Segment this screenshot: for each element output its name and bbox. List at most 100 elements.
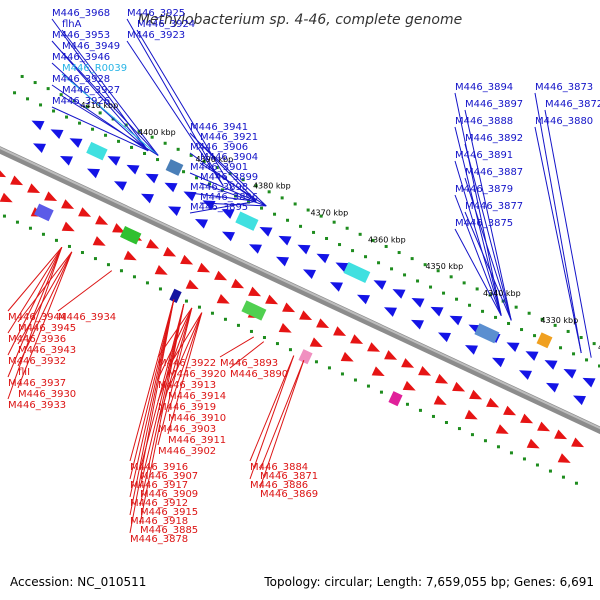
bottom-gene-leader-line (167, 312, 203, 413)
tick-mark-row-1 (221, 188, 225, 192)
tick-mark-row-1 (65, 115, 69, 119)
reverse-feature-block (298, 349, 313, 365)
forward-gene-arrow (449, 315, 463, 326)
forward-gene-arrow (316, 253, 330, 264)
tick-mark-row-0 (553, 323, 557, 327)
tick-mark-row-1 (533, 334, 537, 338)
reverse-gene-arrow (112, 223, 126, 233)
tick-mark-row-1 (117, 139, 121, 143)
tick-mark-row-1 (494, 315, 498, 319)
tick-mark-row-0 (306, 208, 310, 212)
bottom-gene-leader-line (249, 355, 295, 462)
bottom-gene-leader-line (129, 299, 175, 480)
tick-mark-row-1 (182, 170, 186, 174)
bottom-gene-leader-line (259, 360, 305, 471)
top-gene-leader-line (61, 73, 159, 156)
forward-gene-arrow (357, 294, 370, 305)
bottom-gene-label: M446_3945 (18, 323, 76, 334)
reverse-feature-block (120, 226, 142, 245)
tick-mark-row-2 (288, 348, 292, 352)
tick-mark-row-2 (249, 329, 253, 333)
tick-mark-row-2 (457, 427, 461, 431)
bottom-gene-label: M446_3934 (58, 312, 116, 323)
bottom-gene-label: M446_3937 (8, 378, 66, 389)
tick-mark-row-1 (520, 328, 524, 332)
top-gene-label: M446_3953 (52, 30, 110, 41)
tick-mark-row-1 (13, 91, 17, 95)
reverse-gene-arrow (520, 413, 534, 424)
tick-mark-row-2 (275, 342, 279, 346)
top-gene-label: M446_3897 (465, 99, 523, 110)
reverse-gene-arrow (526, 438, 540, 449)
reverse-gene-arrow (44, 191, 58, 201)
tick-mark-row-2 (548, 469, 552, 473)
tick-mark-row-1 (455, 297, 459, 301)
tick-mark-row-1 (91, 127, 95, 131)
reverse-gene-arrow (0, 170, 7, 178)
top-gene-leader-line (189, 152, 257, 202)
bottom-gene-leader-line (139, 304, 185, 507)
reverse-gene-arrow (350, 334, 364, 344)
reverse-gene-arrow (557, 453, 571, 463)
reverse-gene-arrow (333, 326, 347, 336)
tick-mark-row-2 (41, 232, 45, 236)
bottom-gene-label: M446_3885 (140, 525, 198, 536)
forward-gene-arrow (164, 182, 178, 193)
tick-mark-row-0 (527, 311, 531, 315)
reverse-gene-arrow (469, 389, 483, 400)
reverse-gene-arrow (123, 250, 137, 261)
forward-gene-arrow (303, 269, 316, 279)
tick-mark-row-1 (273, 212, 277, 216)
bottom-gene-leader-line (219, 336, 255, 358)
top-gene-label: M446_3898 (190, 182, 248, 193)
tick-mark-row-1 (585, 358, 589, 362)
forward-gene-arrow (183, 191, 197, 202)
tick-mark-row-2 (379, 390, 383, 394)
reverse-gene-arrow (27, 183, 41, 193)
forward-feature-block (536, 332, 553, 349)
forward-gene-arrow (278, 235, 292, 246)
feature-layer (0, 120, 596, 463)
top-gene-leader-line (534, 92, 582, 354)
tick-mark-row-2 (353, 378, 357, 382)
tick-mark-row-2 (93, 257, 97, 261)
forward-gene-arrow (297, 244, 311, 255)
forward-gene-arrow (259, 227, 273, 237)
top-gene-label: M446_3921 (200, 132, 258, 143)
reverse-feature-block (34, 203, 54, 222)
bottom-gene-label: M446_3915 (140, 507, 198, 518)
bottom-gene-leader-line (17, 251, 73, 389)
forward-gene-arrow (373, 280, 387, 290)
tick-mark-row-1 (442, 291, 446, 295)
reverse-gene-arrow (418, 366, 432, 376)
top-gene-leader-line (454, 126, 502, 316)
forward-gene-arrow (145, 173, 159, 184)
tick-mark-row-0 (293, 202, 297, 206)
reverse-gene-arrow (10, 175, 24, 186)
leader-line-layer (7, 18, 592, 534)
tick-mark-row-0 (449, 275, 453, 279)
kbp-scale-label: 4380 kbp (253, 182, 291, 191)
forward-gene-arrow (384, 307, 397, 317)
kbp-scale-label: 4370 kbp (310, 209, 348, 218)
bottom-gene-label: M446_3922 (158, 358, 216, 369)
forward-gene-arrow (519, 370, 532, 380)
bottom-gene-label: M446_3916 (130, 462, 188, 473)
bottom-gene-label: fliI (18, 367, 30, 378)
bottom-gene-leader-line (157, 307, 193, 402)
forward-gene-arrow (465, 345, 478, 355)
top-gene-label: M446_3892 (465, 133, 523, 144)
tick-mark-row-0 (319, 214, 323, 218)
tick-mark-row-2 (327, 366, 331, 370)
tick-mark-row-0 (267, 190, 271, 194)
top-gene-leader-line (544, 109, 592, 358)
forward-feature-block (474, 323, 500, 344)
reverse-gene-arrow (282, 302, 296, 313)
forward-feature-block (235, 211, 259, 231)
top-gene-label: flhA (62, 19, 82, 30)
top-gene-leader-line (51, 40, 149, 152)
forward-gene-arrow (438, 332, 451, 343)
top-gene-label: M446_3887 (465, 167, 523, 178)
reverse-gene-arrow (278, 323, 292, 333)
